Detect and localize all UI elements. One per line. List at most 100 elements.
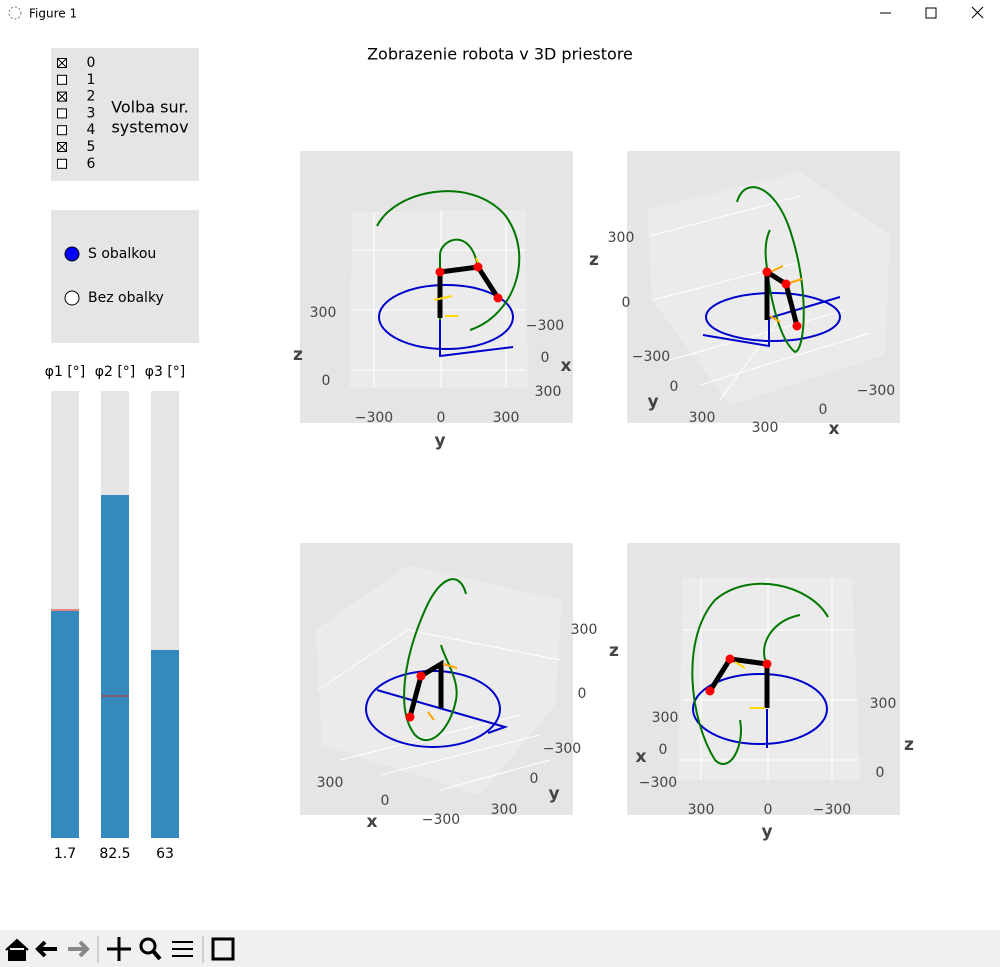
window-title: Figure 1 [29, 7, 77, 21]
x-axis-label: x [829, 419, 840, 439]
close-button[interactable] [971, 6, 984, 19]
y-tick-label: 0 [670, 379, 679, 395]
z-tick-label: 0 [876, 765, 885, 781]
checkbox-panel [51, 48, 199, 181]
save-button[interactable] [211, 937, 235, 961]
workspace-line [439, 317, 514, 358]
checkbox[interactable] [57, 158, 67, 169]
robot-arm [764, 267, 800, 327]
zoom-button[interactable] [139, 937, 162, 961]
radio-label: Bez obalky [88, 290, 164, 306]
zoom-icon [151, 949, 162, 961]
z-tick-label: 300 [310, 305, 337, 321]
checkbox-label: 2 [87, 89, 96, 105]
z-tick-label: 0 [578, 686, 587, 702]
z-tick-label: 300 [870, 696, 897, 712]
y-tick-label: 300 [493, 410, 520, 426]
y-tick-label: −300 [355, 410, 393, 426]
back-button[interactable] [35, 940, 57, 958]
slider[interactable] [101, 391, 129, 838]
y-tick-label: −300 [813, 802, 851, 818]
z-tick-label: 0 [622, 295, 631, 311]
x-axis-label: x [561, 356, 572, 376]
configure-button[interactable] [172, 941, 193, 957]
x-tick-label: 300 [752, 420, 779, 436]
z-axis-label: z [293, 345, 303, 365]
x-tick-label: −300 [639, 775, 677, 791]
joint [792, 321, 802, 331]
y-axis-label: y [434, 431, 445, 451]
x-tick-label: 0 [819, 402, 828, 418]
maximize-button[interactable] [925, 7, 937, 19]
y-tick-label: 300 [688, 802, 715, 818]
figure-title: Zobrazenie robota v 3D priestore [367, 45, 633, 64]
checkbox[interactable] [57, 108, 67, 119]
home-button[interactable] [5, 938, 29, 961]
checkbox-title: systemov [111, 118, 188, 137]
x-tick-label: 0 [541, 350, 550, 366]
y-tick-label: 0 [437, 410, 446, 426]
z-tick-label: 300 [608, 230, 635, 246]
y-axis-label: y [647, 392, 658, 412]
y-axis-label: y [761, 822, 772, 842]
z-tick-label: 300 [571, 622, 598, 638]
checkbox[interactable] [57, 74, 67, 85]
joint [762, 659, 772, 669]
x-tick-label: −300 [857, 383, 895, 399]
forward-button[interactable] [68, 940, 90, 958]
slider-value: 63 [156, 846, 174, 862]
radio-panel [51, 210, 199, 343]
slider-fill [51, 611, 79, 838]
slider-fill [101, 495, 129, 838]
plot-3d[interactable]: 300 0 −300 0 300 y 300 0 −300 x [300, 543, 597, 832]
slider[interactable] [151, 391, 179, 838]
radio-button[interactable] [64, 246, 80, 262]
x-tick-label: 300 [652, 710, 679, 726]
checkbox-label: 5 [87, 139, 96, 155]
slider-label: φ1 [°] [45, 364, 86, 380]
slider-fill [151, 650, 179, 838]
radio-label: S obalkou [88, 246, 156, 262]
checkbox-label: 6 [87, 156, 96, 172]
z-axis-label: z [589, 250, 599, 270]
joint [493, 293, 503, 303]
x-tick-label: 300 [317, 775, 344, 791]
slider-value: 1.7 [54, 846, 76, 862]
trajectory [376, 190, 521, 331]
robot-arm [707, 656, 770, 708]
title-bar [0, 0, 1000, 28]
joint [416, 671, 426, 681]
joint [705, 686, 715, 696]
checkbox-label: 3 [87, 105, 96, 121]
workspace-circle [692, 673, 828, 745]
slider-label: φ2 [°] [95, 364, 136, 380]
x-tick-label: −300 [422, 812, 460, 828]
checkbox-mark [57, 58, 67, 68]
toolbar [0, 930, 1000, 967]
y-tick-label: 0 [530, 771, 539, 787]
plot-3d[interactable]: 0 300 z −300 0 300 y −300 0 300 x [589, 151, 900, 439]
checkbox-label: 0 [87, 55, 96, 71]
grid [317, 629, 561, 791]
y-tick-label: 300 [689, 410, 716, 426]
slider[interactable] [51, 391, 79, 838]
pan-button[interactable] [107, 937, 131, 961]
joint [781, 279, 791, 289]
joint [405, 712, 415, 722]
y-tick-label: 300 [491, 802, 518, 818]
x-axis-label: x [636, 747, 647, 767]
joint [435, 267, 445, 277]
plot-3d[interactable]: z 300 0 z 300 0 −300 x 300 0 −300 y [609, 543, 914, 842]
checkbox-mark [57, 142, 67, 152]
plot-3d[interactable]: −300 0 300 y −300 0 300 x 0 300 z [293, 151, 573, 451]
joint [762, 267, 772, 277]
radio-button[interactable] [64, 290, 80, 306]
checkbox-title: Volba sur. [111, 98, 189, 117]
slider-value: 82.5 [99, 846, 130, 862]
checkbox[interactable] [57, 125, 67, 136]
y-tick-label: 0 [764, 802, 773, 818]
x-axis-label: x [367, 812, 378, 832]
robot-arm [407, 659, 444, 718]
app-icon [8, 6, 22, 20]
